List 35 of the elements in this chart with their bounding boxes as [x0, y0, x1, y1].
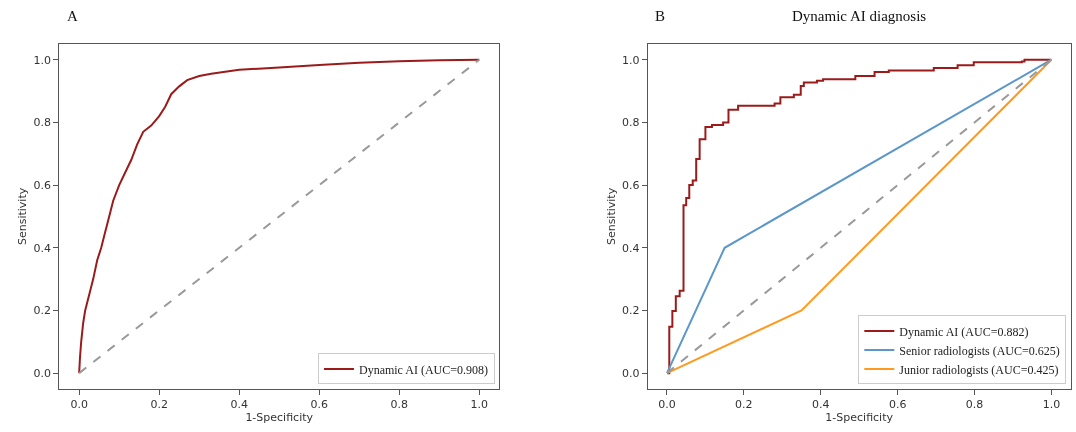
x-tick-label: 0.4: [230, 398, 248, 411]
text: B: [655, 8, 666, 24]
x-tick-label: 0.0: [658, 398, 676, 411]
legend-label: Dynamic AI (AUC=0.908): [358, 362, 489, 377]
y-tick-label: 0.8: [622, 116, 640, 130]
x-tick-label: 0.8: [965, 398, 984, 411]
y-tick-label: 1.0: [33, 53, 51, 67]
y-axis-title: Sensitivity: [604, 187, 618, 246]
x-axis-title: 1-Specificity: [825, 411, 894, 424]
y-tick-label: 0.4: [33, 241, 51, 255]
x-tick-label: 0.2: [150, 398, 168, 411]
legend-label: Senior radiologists (AUC=0.625): [899, 343, 1060, 358]
y-tick-label: 0.2: [622, 304, 640, 318]
y-tick-label: 0.4: [622, 241, 640, 255]
legend-label: Junior radiologists (AUC=0.425): [899, 362, 1059, 377]
y-tick-label: 1.0: [622, 53, 640, 67]
x-tick-label: 0.4: [811, 398, 830, 411]
y-tick-label: 0.0: [622, 366, 640, 380]
x-tick-label: 0.0: [70, 398, 88, 411]
chart-title: Dynamic AI diagnosis: [792, 8, 927, 24]
x-tick-label: 1.0: [1042, 398, 1061, 411]
x-tick-label: 0.6: [888, 398, 907, 411]
x-axis-title: 1-Specificity: [245, 411, 314, 424]
y-tick-label: 0.0: [33, 366, 51, 380]
x-tick-label: 0.2: [735, 398, 753, 411]
y-tick-label: 0.8: [33, 116, 51, 130]
x-tick-label: 0.6: [310, 398, 328, 411]
y-tick-label: 0.6: [33, 178, 51, 192]
y-tick-label: 0.2: [33, 304, 51, 318]
y-tick-label: 0.6: [622, 178, 640, 192]
x-tick-label: 0.8: [390, 398, 408, 411]
y-axis-title: Sensitivity: [16, 187, 30, 246]
text: A: [67, 8, 78, 24]
x-tick-label: 1.0: [470, 398, 489, 411]
legend-label: Dynamic AI (AUC=0.882): [899, 324, 1029, 339]
